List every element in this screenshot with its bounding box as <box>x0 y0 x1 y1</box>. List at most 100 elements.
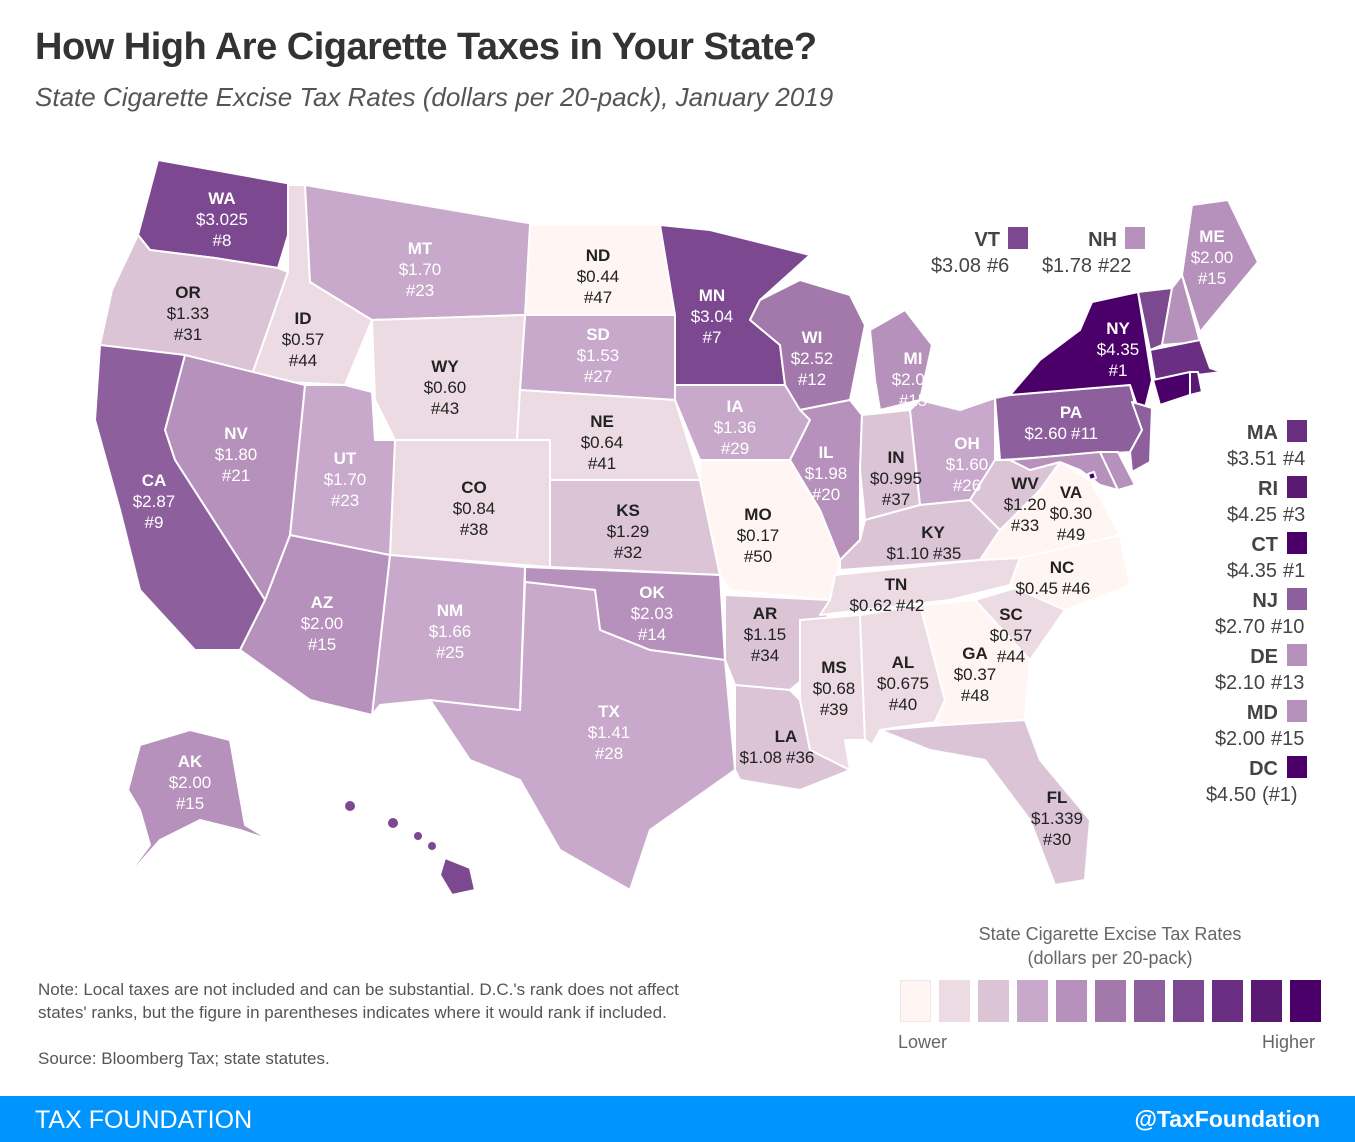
page-subtitle: State Cigarette Excise Tax Rates (dollar… <box>35 82 834 112</box>
state-abbr: AL <box>892 653 915 672</box>
svg-text:MA$3.51#4: MA $3.51 #4 <box>1227 422 1305 470</box>
state-dc[interactable] <box>1087 471 1097 481</box>
state-rank: #47 <box>584 288 612 307</box>
state-label-wy: WY $0.60 #43 <box>424 357 467 418</box>
legend-swatch <box>1212 980 1243 1022</box>
state-fl[interactable] <box>879 719 1091 886</box>
callout-rank: #15 <box>1271 728 1304 750</box>
state-tx[interactable] <box>429 581 736 891</box>
state-abbr: MO <box>744 505 771 524</box>
state-abbr: NV <box>224 424 248 443</box>
callout-tax: $4.50 <box>1206 784 1256 806</box>
callout-abbr: MD <box>1247 702 1278 724</box>
state-rank: #26 <box>953 476 981 495</box>
footer-handle[interactable]: @TaxFoundation <box>1134 1106 1320 1132</box>
svg-text:DC$4.50(#1): DC $4.50 (#1) <box>1206 758 1298 806</box>
callout-abbr: RI <box>1258 478 1278 500</box>
state-abbr: AK <box>178 752 203 771</box>
state-tax: $2.00 <box>301 614 344 633</box>
state-label-ut: UT $1.70 #23 <box>324 449 367 510</box>
state-rank: #34 <box>751 646 779 665</box>
state-label-mo: MO $0.17 #50 <box>737 505 780 566</box>
state-abbr: IA <box>727 397 744 416</box>
state-abbr: SD <box>586 325 610 344</box>
state-hi-island[interactable] <box>388 818 398 828</box>
state-label-sc: SC $0.57 #44 <box>990 605 1033 666</box>
state-tax: $0.44 <box>577 267 620 286</box>
state-hi-island[interactable] <box>428 842 436 850</box>
state-abbr: OH <box>954 434 980 453</box>
state-abbr: MN <box>699 286 725 305</box>
state-label-oh: OH $1.60 #26 <box>946 434 989 495</box>
state-ca[interactable] <box>94 344 266 651</box>
callout-abbr: MA <box>1247 422 1278 444</box>
state-rank: #46 <box>1062 579 1090 598</box>
state-abbr: IL <box>818 443 833 462</box>
state-abbr: TX <box>598 702 620 721</box>
state-ut[interactable] <box>289 384 396 556</box>
legend-high-label: Higher <box>1261 1032 1315 1052</box>
state-nj[interactable] <box>1129 401 1153 473</box>
state-rank: #7 <box>703 328 722 347</box>
state-rank: #49 <box>1057 525 1085 544</box>
state-abbr: PA <box>1060 403 1082 422</box>
state-rank: #25 <box>436 643 464 662</box>
state-abbr: NY <box>1106 319 1130 338</box>
state-tax: $1.98 <box>805 464 848 483</box>
state-de[interactable] <box>1099 451 1136 491</box>
state-tax: $0.995 <box>870 469 922 488</box>
state-tax: $1.80 <box>215 445 258 464</box>
callout-abbr: NH <box>1088 229 1117 251</box>
state-label-tn: TN $0.62 #42 <box>849 575 924 615</box>
state-tax: $0.57 <box>282 330 325 349</box>
state-hi-island[interactable] <box>414 832 422 840</box>
state-label-ky: KY $1.10 #35 <box>886 523 961 563</box>
legend-subtitle: (dollars per 20-pack) <box>1027 948 1193 968</box>
state-label-mt: MT $1.70 #23 <box>399 239 442 300</box>
state-pa[interactable] <box>994 384 1143 461</box>
state-hi-island[interactable] <box>345 801 355 811</box>
state-hi[interactable] <box>439 857 476 896</box>
state-ma[interactable] <box>1149 339 1223 381</box>
state-ri[interactable] <box>1189 371 1203 396</box>
state-abbr: AR <box>753 604 778 623</box>
state-ak[interactable] <box>119 729 271 886</box>
state-tax: $1.20 <box>1004 495 1047 514</box>
state-rank: #40 <box>889 695 917 714</box>
state-tax: $0.68 <box>813 679 856 698</box>
state-label-ia: IA $1.36 #29 <box>714 397 757 458</box>
callout-abbr: NJ <box>1252 590 1278 612</box>
state-tax: $0.30 <box>1050 504 1093 523</box>
state-label-tx: TX $1.41 #28 <box>588 702 631 763</box>
callout-tax: $4.25 <box>1227 504 1277 526</box>
state-label-or: OR $1.33 #31 <box>167 283 210 344</box>
legend-low-label: Lower <box>898 1032 948 1052</box>
state-rank: #41 <box>588 454 616 473</box>
state-label-al: AL $0.675 #40 <box>877 653 929 714</box>
state-rank: #32 <box>614 543 642 562</box>
legend-swatch <box>1017 980 1048 1022</box>
state-tax: $1.10 <box>886 544 929 563</box>
source-text: Source: Bloomberg Tax; state statutes. <box>38 1049 330 1068</box>
state-rank: #28 <box>595 744 623 763</box>
state-tax: $0.17 <box>737 526 780 545</box>
state-abbr: UT <box>334 449 357 468</box>
state-me[interactable] <box>1181 199 1259 333</box>
legend-swatch <box>939 980 970 1022</box>
us-map: WA $3.025 #8 OR $1.33 #31 ID $0.57 #44 MT $1.70 #23… <box>94 160 1307 899</box>
svg-text:MD$2.00#15: MD $2.00 #15 <box>1215 702 1304 750</box>
state-label-ne: NE $0.64 #41 <box>581 412 624 473</box>
callout-tax: $2.70 <box>1215 616 1265 638</box>
state-rank: #33 <box>1011 516 1039 535</box>
state-rank: #5 <box>386 880 405 899</box>
state-label-nv: NV $1.80 #21 <box>215 424 258 485</box>
footer-brand[interactable]: TAX FOUNDATION <box>35 1106 253 1134</box>
callout-abbr: VT <box>974 229 1000 251</box>
state-tax: $1.41 <box>588 723 631 742</box>
state-tax: $1.339 <box>1031 809 1083 828</box>
state-abbr: NE <box>590 412 614 431</box>
state-abbr: HI <box>387 838 404 857</box>
state-tax: $2.00 <box>169 773 212 792</box>
callout-tax: $3.08 <box>931 255 981 277</box>
state-label-ok: OK $2.03 #14 <box>631 583 674 644</box>
